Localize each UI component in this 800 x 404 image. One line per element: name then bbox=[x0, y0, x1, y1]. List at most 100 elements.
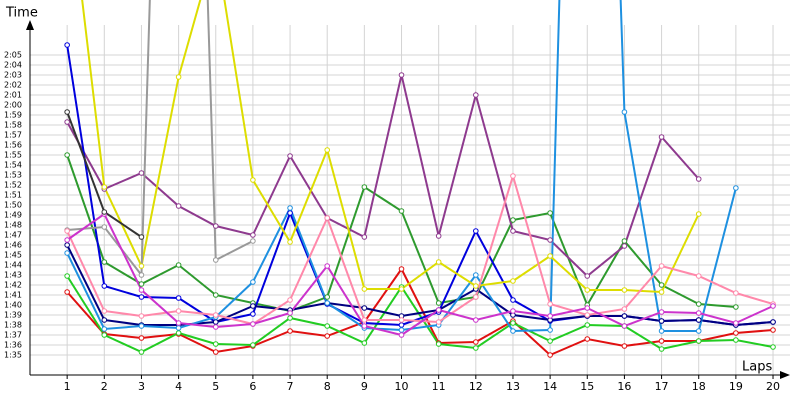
data-point bbox=[324, 294, 331, 300]
data-point bbox=[658, 282, 665, 288]
data-point bbox=[212, 312, 219, 318]
data-point bbox=[64, 237, 70, 243]
data-point bbox=[473, 272, 479, 278]
data-point bbox=[101, 326, 108, 332]
data-point bbox=[547, 352, 553, 358]
data-point bbox=[658, 328, 665, 334]
y-axis-arrow bbox=[26, 20, 34, 30]
data-point bbox=[361, 305, 368, 311]
data-point bbox=[658, 318, 665, 324]
data-point bbox=[250, 321, 256, 327]
data-point bbox=[398, 286, 405, 292]
x-tick-label: 13 bbox=[506, 380, 520, 393]
data-point bbox=[473, 92, 479, 98]
data-point bbox=[435, 341, 442, 347]
y-tick-label: 1:42 bbox=[4, 281, 22, 290]
data-point bbox=[175, 295, 182, 301]
data-point bbox=[547, 313, 553, 319]
data-point bbox=[64, 119, 70, 125]
data-point bbox=[138, 281, 145, 287]
data-point bbox=[547, 301, 553, 307]
series-line bbox=[66, 172, 774, 326]
data-point bbox=[658, 338, 665, 344]
data-point bbox=[101, 317, 108, 323]
data-point bbox=[621, 243, 628, 249]
data-point bbox=[138, 272, 145, 278]
data-point bbox=[324, 300, 331, 306]
data-point bbox=[435, 319, 442, 325]
data-point bbox=[473, 339, 479, 345]
data-point bbox=[695, 317, 702, 323]
data-point bbox=[510, 278, 516, 284]
data-point bbox=[64, 289, 70, 295]
x-tick-label: 3 bbox=[138, 380, 145, 393]
data-point bbox=[361, 184, 368, 190]
data-point bbox=[695, 301, 702, 307]
data-point bbox=[621, 343, 628, 349]
data-point bbox=[175, 74, 182, 80]
y-tick-label: 2:04 bbox=[4, 61, 22, 70]
x-axis-label: Laps bbox=[742, 360, 772, 375]
data-point bbox=[584, 322, 591, 328]
y-tick-label: 1:45 bbox=[4, 251, 22, 260]
y-tick-label: 1:35 bbox=[4, 351, 22, 360]
series-line bbox=[66, 74, 700, 278]
x-tick-label: 18 bbox=[692, 380, 706, 393]
y-tick-label: 1:47 bbox=[4, 231, 22, 240]
data-point bbox=[287, 205, 293, 211]
data-point bbox=[770, 327, 776, 333]
data-point bbox=[584, 273, 591, 279]
data-point bbox=[733, 185, 739, 191]
data-point bbox=[658, 346, 665, 352]
data-point bbox=[138, 313, 145, 319]
x-tick-label: 10 bbox=[395, 380, 409, 393]
data-point bbox=[621, 109, 628, 115]
data-point bbox=[64, 152, 70, 158]
data-point bbox=[473, 294, 479, 300]
x-tick-label: 7 bbox=[287, 380, 294, 393]
data-point bbox=[510, 217, 516, 223]
x-tick-label: 8 bbox=[324, 380, 331, 393]
y-tick-label: 1:55 bbox=[4, 151, 22, 160]
data-point bbox=[435, 233, 442, 239]
data-point bbox=[435, 307, 442, 313]
data-point bbox=[212, 257, 219, 263]
x-tick-label: 20 bbox=[766, 380, 780, 393]
y-tick-label: 1:54 bbox=[4, 161, 22, 170]
x-tick-label: 5 bbox=[212, 380, 219, 393]
data-point bbox=[64, 42, 70, 48]
data-point bbox=[101, 283, 108, 289]
data-point bbox=[101, 184, 108, 190]
data-point bbox=[138, 294, 145, 300]
data-point bbox=[250, 303, 256, 309]
series-line bbox=[81, 0, 700, 294]
x-tick-label: 4 bbox=[175, 380, 182, 393]
data-point bbox=[287, 210, 293, 216]
data-point bbox=[435, 259, 442, 265]
data-point bbox=[212, 324, 219, 330]
data-point bbox=[324, 147, 331, 153]
data-point bbox=[695, 211, 702, 217]
data-point bbox=[287, 315, 293, 321]
y-tick-label: 1:46 bbox=[4, 241, 22, 250]
data-point bbox=[733, 337, 739, 343]
data-point bbox=[361, 323, 368, 329]
data-point bbox=[138, 349, 145, 355]
data-point bbox=[435, 300, 442, 306]
data-point bbox=[584, 287, 591, 293]
data-point bbox=[138, 170, 145, 176]
y-tick-label: 2:00 bbox=[4, 101, 22, 110]
data-point bbox=[287, 310, 293, 316]
data-point bbox=[324, 333, 331, 339]
data-point bbox=[138, 234, 145, 240]
data-point bbox=[250, 342, 256, 348]
data-point bbox=[584, 305, 591, 311]
data-point bbox=[621, 306, 628, 312]
data-point bbox=[175, 308, 182, 314]
data-point bbox=[212, 292, 219, 298]
data-point bbox=[510, 228, 516, 234]
data-point bbox=[287, 239, 293, 245]
data-point bbox=[510, 328, 516, 334]
data-point bbox=[770, 303, 776, 309]
